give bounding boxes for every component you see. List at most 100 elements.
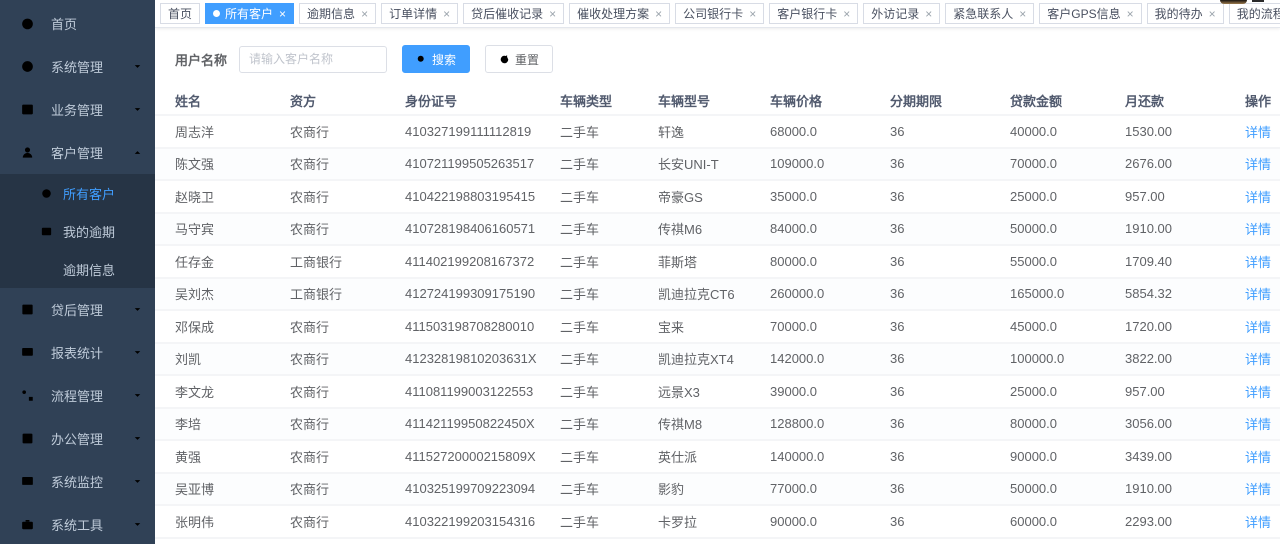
cell-funder: 工商银行 — [270, 277, 385, 311]
cell-loan: 90000.0 — [990, 440, 1105, 474]
table-row: 陈文强 农商行 410721199505263517 二手车 长安UNI-T 109000… — [155, 147, 1280, 181]
close-icon[interactable]: × — [655, 6, 663, 21]
cell-model: 宝来 — [638, 310, 750, 344]
sidebar-item-report-statistics[interactable]: 报表统计 — [0, 331, 155, 374]
cell-id_no: 410728198406160571 — [385, 212, 540, 246]
tab-my-process[interactable]: 我的流程× — [1228, 3, 1280, 24]
sidebar-item-system-monitor[interactable]: 系统监控 — [0, 460, 155, 503]
close-icon[interactable]: × — [361, 6, 369, 21]
cell-name: 邓保成 — [155, 310, 270, 344]
detail-link[interactable]: 详情 — [1245, 222, 1272, 238]
detail-link[interactable]: 详情 — [1245, 124, 1272, 140]
cell-funder: 农商行 — [270, 147, 385, 181]
cell-loan: 80000.0 — [990, 407, 1105, 441]
table-row: 马守宾 农商行 410728198406160571 二手车 传祺M6 84000.0 36… — [155, 212, 1280, 246]
cell-funder: 农商行 — [270, 407, 385, 441]
tab-customer-gps-info[interactable]: 客户GPS信息 × — [1039, 3, 1142, 24]
table-row: 李文龙 农商行 411081199003122553 二手车 远景X3 39000.0 36… — [155, 375, 1280, 409]
sidebar-item-system-management[interactable]: 系统管理 — [0, 45, 155, 88]
tab-all-customers[interactable]: 所有客户 × — [205, 3, 295, 24]
cell-monthly: 957.00 — [1105, 375, 1225, 409]
search-button[interactable]: 搜索 — [402, 45, 471, 73]
cell-id_no: 410721199505263517 — [385, 147, 540, 181]
sidebar-item-label: 首页 — [51, 17, 78, 32]
cell-funder: 农商行 — [270, 310, 385, 344]
chevron-down-icon — [134, 523, 141, 526]
detail-link[interactable]: 详情 — [1245, 254, 1272, 270]
tab-label: 我的流程 — [1236, 7, 1280, 21]
sidebar-item-label: 我的逾期 — [63, 224, 116, 240]
cell-price: 128800.0 — [750, 407, 870, 441]
close-icon[interactable]: × — [1019, 6, 1027, 21]
tab-home[interactable]: 首页 — [160, 3, 201, 24]
sidebar-item-overdue-info[interactable]: 逾期信息 — [0, 250, 155, 288]
table-row: 张明伟 农商行 410322199203154316 二手车 卡罗拉 90000.0 36 6… — [155, 505, 1280, 539]
search-input[interactable] — [239, 45, 388, 73]
cell-monthly: 1530.00 — [1105, 115, 1225, 149]
tab-my-todo[interactable]: 我的待办 × — [1146, 3, 1224, 24]
tab-visit-records[interactable]: 外访记录 × — [863, 3, 941, 24]
cell-id_no: 41142119950822450X — [385, 407, 540, 441]
tab-label: 催收处理方案 — [577, 7, 650, 21]
reset-button[interactable]: 重置 — [485, 45, 554, 73]
table-row: 吴亚博 农商行 410325199709223094 二手车 影豹 77000.0 36 50… — [155, 472, 1280, 506]
close-icon[interactable]: × — [279, 6, 287, 21]
cell-loan: 45000.0 — [990, 310, 1105, 344]
sidebar-item-system-tools[interactable]: 系统工具 — [0, 503, 155, 544]
detail-link[interactable]: 详情 — [1245, 352, 1272, 368]
chevron-down-icon — [134, 65, 141, 68]
detail-link[interactable]: 详情 — [1245, 449, 1272, 465]
tab-company-bank-card[interactable]: 公司银行卡 × — [675, 3, 765, 24]
close-icon[interactable]: × — [549, 6, 557, 21]
close-icon[interactable]: × — [843, 6, 851, 21]
cell-name: 李文龙 — [155, 375, 270, 409]
table-row: 周志洋 农商行 410327199111112819 二手车 轩逸 68000.0 36 40… — [155, 115, 1280, 149]
cell-vehicle_type: 二手车 — [540, 180, 638, 214]
avatar-fragment — [1220, 0, 1264, 4]
detail-link[interactable]: 详情 — [1245, 514, 1272, 530]
sidebar-item-process-management[interactable]: 流程管理 — [0, 374, 155, 417]
sidebar-item-post-loan-management[interactable]: 贷后管理 — [0, 288, 155, 331]
sidebar-item-business-management[interactable]: 业务管理 — [0, 88, 155, 131]
cell-monthly: 1709.40 — [1105, 245, 1225, 279]
card-icon — [41, 227, 52, 235]
tab-collection-plan[interactable]: 催收处理方案 × — [569, 3, 671, 24]
close-icon[interactable]: × — [925, 6, 933, 21]
tab-overdue-info[interactable]: 逾期信息 × — [299, 3, 377, 24]
detail-link[interactable]: 详情 — [1245, 189, 1272, 205]
sidebar-item-home[interactable]: 首页 — [0, 2, 155, 45]
close-icon[interactable]: × — [443, 6, 451, 21]
sidebar-item-label: 流程管理 — [51, 389, 104, 404]
cell-loan: 100000.0 — [990, 342, 1105, 376]
cell-id_no: 411503198708280010 — [385, 310, 540, 344]
cell-id_no: 411081199003122553 — [385, 375, 540, 409]
sidebar-item-office-management[interactable]: 办公管理 — [0, 417, 155, 460]
tab-emergency-contacts[interactable]: 紧急联系人 × — [945, 3, 1035, 24]
sidebar-item-customer-management[interactable]: 客户管理 — [0, 131, 155, 174]
tab-order-detail[interactable]: 订单详情 × — [381, 3, 459, 24]
cell-loan: 60000.0 — [990, 505, 1105, 539]
main-content: 用户名称 搜索 重置 姓名资方身份证号车辆类型车辆型号车辆价格分期期限贷款金额月… — [155, 28, 1280, 544]
close-icon[interactable]: × — [1208, 6, 1216, 21]
cell-monthly: 5854.32 — [1105, 277, 1225, 311]
table-row: 吴刘杰 工商银行 412724199309175190 二手车 凯迪拉克CT6 26000… — [155, 277, 1280, 311]
close-icon[interactable]: × — [749, 6, 757, 21]
detail-link[interactable]: 详情 — [1245, 482, 1272, 498]
tab-customer-bank-card[interactable]: 客户银行卡 × — [769, 3, 859, 24]
detail-link[interactable]: 详情 — [1245, 287, 1272, 303]
detail-link[interactable]: 详情 — [1245, 417, 1272, 433]
close-icon[interactable]: × — [1126, 6, 1134, 21]
detail-link[interactable]: 详情 — [1245, 319, 1272, 335]
detail-link[interactable]: 详情 — [1245, 157, 1272, 173]
cell-name: 张明伟 — [155, 505, 270, 539]
sidebar-item-my-overdue[interactable]: 我的逾期 — [0, 212, 155, 250]
tab-post-loan-collection-records[interactable]: 贷后催收记录 × — [463, 3, 565, 24]
cell-funder: 农商行 — [270, 115, 385, 149]
detail-link[interactable]: 详情 — [1245, 384, 1272, 400]
cell-price: 90000.0 — [750, 505, 870, 539]
cell-price: 109000.0 — [750, 147, 870, 181]
table-row: 任存金 工商银行 411402199208167372 二手车 菲斯塔 80000.0 36… — [155, 245, 1280, 279]
column-header: 资方 — [270, 86, 385, 116]
sidebar-item-all-customers[interactable]: 所有客户 — [0, 174, 155, 212]
sidebar-item-label: 办公管理 — [51, 432, 104, 447]
